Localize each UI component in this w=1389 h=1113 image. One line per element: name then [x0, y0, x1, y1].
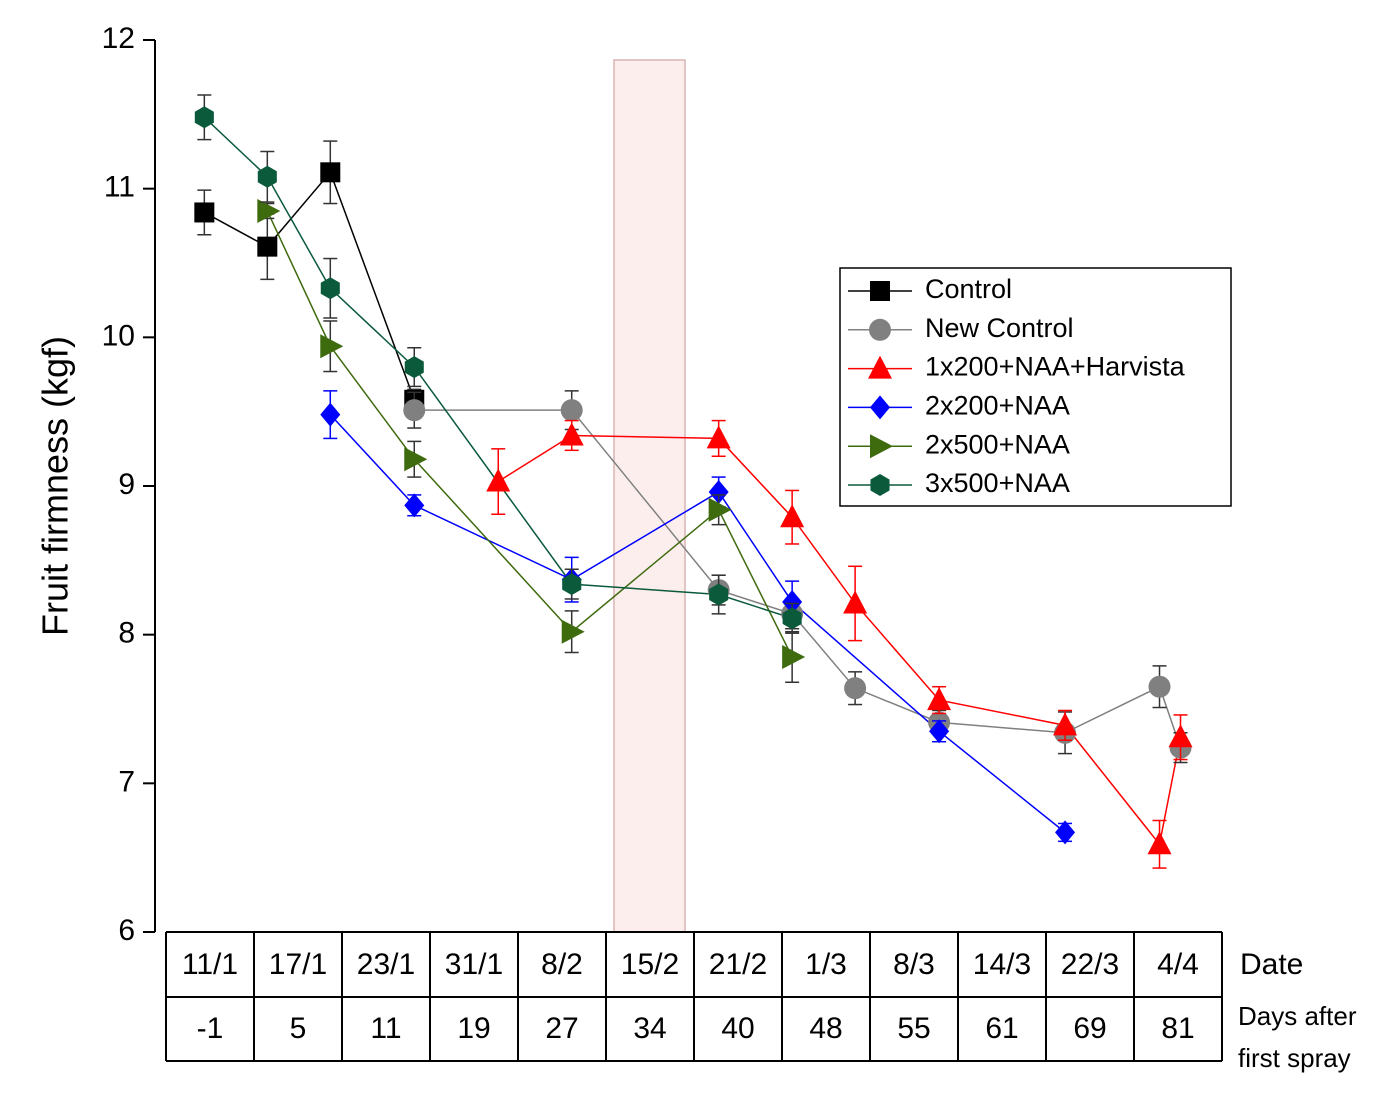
y-tick-label: 9	[118, 468, 135, 501]
data-point	[843, 590, 868, 614]
days-cell: 55	[897, 1012, 930, 1045]
y-axis-label: Fruit firmness (kgf)	[35, 336, 76, 636]
data-point	[1055, 820, 1076, 845]
date-cell: 11/1	[182, 948, 238, 981]
data-point	[403, 399, 426, 422]
date-cell: 8/2	[541, 948, 583, 981]
data-point	[559, 422, 584, 446]
y-tick-label: 12	[102, 22, 135, 55]
row-label: first spray	[1238, 1043, 1351, 1073]
date-cell: 14/3	[973, 948, 1031, 981]
legend-marker	[869, 318, 891, 341]
date-cell: 1/3	[805, 948, 847, 981]
data-point	[1168, 724, 1193, 748]
data-point	[320, 402, 341, 427]
series-line	[203, 116, 793, 620]
legend-label: New Control	[925, 313, 1074, 343]
data-point	[320, 277, 340, 300]
data-point	[782, 589, 803, 614]
data-point	[257, 165, 277, 188]
data-point	[562, 573, 582, 596]
y-tick-label: 11	[104, 171, 135, 204]
date-cell: 4/4	[1157, 948, 1199, 981]
legend-marker	[868, 355, 892, 379]
data-point	[929, 719, 950, 744]
days-cell: 34	[633, 1012, 666, 1045]
days-cell: 61	[985, 1012, 1018, 1045]
data-point	[708, 479, 729, 504]
days-cell: 11	[370, 1012, 401, 1045]
data-point	[320, 162, 341, 183]
data-point	[1147, 831, 1172, 855]
data-point	[1148, 675, 1171, 698]
data-point	[257, 198, 281, 223]
legend-label: Control	[925, 274, 1012, 304]
date-cell: 22/3	[1061, 948, 1119, 981]
data-point	[404, 493, 425, 518]
days-cell: 69	[1073, 1012, 1106, 1045]
legend-marker	[870, 395, 890, 420]
data-point	[560, 399, 583, 422]
legend-label: 2x500+NAA	[925, 429, 1070, 459]
data-point	[844, 677, 867, 700]
days-cell: 40	[721, 1012, 754, 1045]
data-point	[320, 334, 344, 359]
y-tick-label: 6	[118, 914, 135, 947]
legend-label: 1x200+NAA+Harvista	[925, 352, 1186, 382]
data-point	[561, 619, 585, 644]
row-label: Days after	[1238, 1001, 1357, 1031]
y-tick-label: 10	[102, 319, 135, 352]
date-cell: 8/3	[893, 948, 935, 981]
data-point	[709, 583, 729, 606]
days-cell: 5	[290, 1012, 307, 1045]
legend-label: 2x200+NAA	[925, 391, 1070, 421]
data-point	[780, 504, 805, 528]
series-line	[266, 210, 793, 658]
date-cell: 15/2	[621, 948, 679, 981]
legend-marker	[870, 474, 890, 496]
data-point	[257, 236, 278, 257]
date-cell: 21/2	[709, 948, 767, 981]
data-point	[194, 106, 214, 129]
row-label: Date	[1240, 948, 1303, 981]
data-point	[782, 607, 802, 630]
date-cell: 23/1	[357, 948, 415, 981]
data-point	[708, 497, 732, 522]
data-point	[404, 356, 424, 379]
series-line	[203, 170, 415, 401]
days-cell: 48	[809, 1012, 842, 1045]
y-tick-label: 7	[118, 765, 135, 798]
days-cell: 27	[545, 1012, 578, 1045]
data-point	[194, 202, 215, 223]
data-point	[927, 687, 952, 711]
legend-marker	[870, 434, 893, 459]
days-cell: -1	[197, 1012, 224, 1045]
days-cell: 81	[1161, 1012, 1194, 1045]
legend-box	[839, 267, 1232, 507]
days-cell: 19	[457, 1012, 490, 1045]
data-point	[404, 447, 428, 472]
shaded-period	[613, 59, 686, 933]
data-point	[706, 425, 731, 449]
data-point	[486, 468, 511, 492]
legend-marker	[870, 281, 890, 301]
date-cell: 31/1	[445, 948, 503, 981]
data-point	[1053, 712, 1078, 736]
y-tick-label: 8	[118, 617, 135, 650]
legend-label: 3x500+NAA	[925, 468, 1070, 498]
data-point	[782, 644, 806, 669]
date-cell: 17/1	[269, 948, 327, 981]
